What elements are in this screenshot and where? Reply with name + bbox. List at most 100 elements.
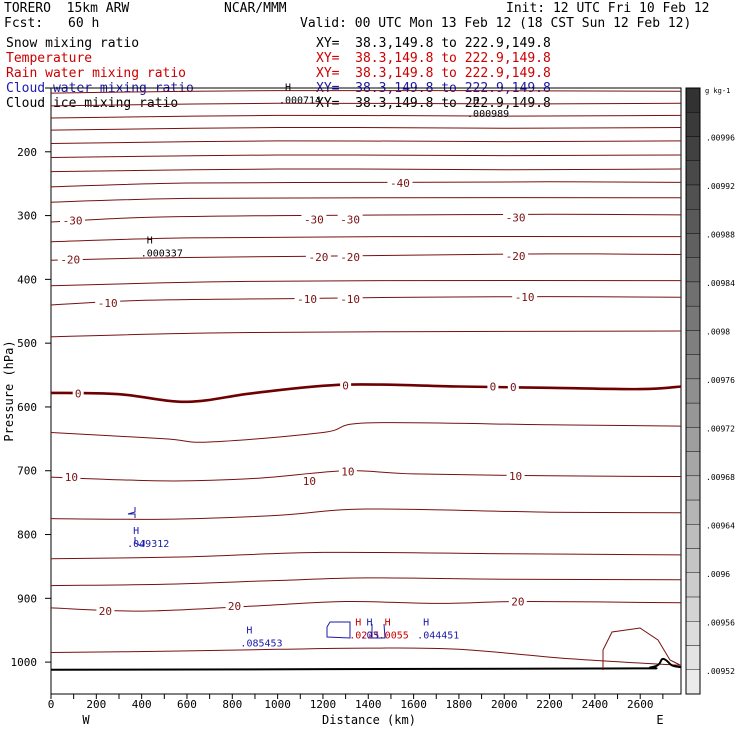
legend-field-name: Cloud ice mixing ratio bbox=[6, 96, 179, 111]
colorbar-segment bbox=[685, 427, 701, 452]
high-marker: H bbox=[246, 625, 252, 636]
colorbar-segment bbox=[685, 596, 701, 622]
x-tick-label: 1200 bbox=[310, 698, 337, 711]
colorbar-segment bbox=[685, 402, 701, 428]
contour-label-bg bbox=[506, 469, 525, 482]
y-tick-label: 900 bbox=[17, 592, 37, 605]
temperature-contour bbox=[50, 508, 682, 520]
contour-label-bg bbox=[57, 253, 83, 266]
temperature-label: 10 bbox=[65, 471, 78, 484]
temperature-contour bbox=[50, 102, 682, 107]
temperature-label: -10 bbox=[340, 293, 360, 306]
temperature-contour bbox=[50, 236, 682, 243]
y-tick-label: 200 bbox=[17, 146, 37, 159]
colorbar-segment bbox=[685, 499, 701, 525]
high-marker: H bbox=[133, 526, 139, 537]
forecast-label: Fcst: bbox=[4, 16, 44, 31]
legend-field-name: Temperature bbox=[6, 51, 93, 66]
temperature-contour bbox=[50, 140, 682, 144]
colorbar-segment bbox=[685, 548, 701, 573]
x-tick-label: 200 bbox=[86, 698, 106, 711]
contour-label-bg bbox=[337, 293, 363, 306]
colorbar-segment bbox=[685, 669, 701, 695]
temperature-label: -20 bbox=[340, 251, 360, 264]
west-end-label: W bbox=[82, 713, 90, 727]
extremum-value: .000989 bbox=[467, 109, 509, 120]
contour-label-bg bbox=[300, 474, 319, 487]
high-marker: H bbox=[367, 618, 373, 629]
high-marker: H bbox=[423, 618, 429, 629]
colorbar-label: .00984 bbox=[706, 279, 735, 288]
temperature-label: -40 bbox=[390, 177, 410, 190]
extremum-value: .049312 bbox=[127, 539, 169, 550]
colorbar-label: .00972 bbox=[706, 424, 735, 433]
temperature-label: 0 bbox=[75, 388, 82, 401]
legend-field-name: Snow mixing ratio bbox=[6, 36, 140, 51]
temperature-contour bbox=[50, 470, 682, 482]
extremum-value: .085453 bbox=[240, 638, 282, 649]
forecast-hour: 60 h bbox=[68, 16, 100, 31]
x-tick-label: 2000 bbox=[491, 698, 518, 711]
legend-field-name: Rain water mixing ratio bbox=[6, 66, 187, 81]
extremum-value: .0055 bbox=[379, 631, 409, 642]
y-axis-label: Pressure (hPa) bbox=[2, 340, 16, 441]
temperature-label: 0 bbox=[342, 379, 349, 392]
x-tick-label: 1800 bbox=[446, 698, 473, 711]
colorbar-segment bbox=[685, 354, 701, 380]
temperature-label: 20 bbox=[511, 596, 524, 609]
colorbar-label: .00964 bbox=[706, 521, 735, 530]
high-marker: H bbox=[385, 618, 391, 629]
contour-label-bg bbox=[337, 251, 363, 264]
model-title: TORERO 15km ARW bbox=[4, 1, 130, 16]
temperature-contour bbox=[50, 422, 682, 443]
extremum-value: .000714 bbox=[279, 95, 321, 106]
extremum-value: .03 bbox=[361, 631, 379, 642]
temperature-contour bbox=[50, 577, 682, 587]
contour-label-bg bbox=[337, 213, 363, 226]
high-marker: H bbox=[473, 96, 479, 107]
contour-label-bg bbox=[503, 249, 529, 262]
x-tick-label: 1600 bbox=[400, 698, 427, 711]
colorbar-segment bbox=[685, 330, 701, 355]
extremum-value: .044451 bbox=[417, 631, 459, 642]
contour-label-bg bbox=[487, 380, 499, 393]
colorbar-label: .0096 bbox=[706, 570, 730, 579]
cloud-water-contour bbox=[326, 621, 351, 639]
colorbar-label: .00956 bbox=[706, 618, 735, 627]
x-tick-label: 2600 bbox=[627, 698, 654, 711]
y-tick-label: 1000 bbox=[11, 656, 38, 669]
x-tick-label: 1000 bbox=[264, 698, 291, 711]
y-tick-label: 800 bbox=[17, 529, 37, 542]
colorbar-unit: g kg-1 bbox=[705, 87, 730, 95]
x-tick-label: 800 bbox=[222, 698, 242, 711]
contour-label-bg bbox=[95, 296, 121, 309]
colorbar-segment bbox=[685, 305, 701, 331]
temperature-label: 10 bbox=[509, 470, 522, 483]
temperature-label: -20 bbox=[308, 251, 328, 264]
colorbar-segment bbox=[685, 281, 701, 307]
temperature-label: 0 bbox=[490, 381, 497, 394]
colorbar-label: .00996 bbox=[706, 133, 735, 142]
terrain-line bbox=[50, 657, 682, 671]
colorbar-segment bbox=[685, 257, 701, 283]
temperature-contour bbox=[50, 330, 682, 338]
colorbar-label: .00952 bbox=[706, 667, 735, 676]
colorbar-segment bbox=[685, 233, 701, 258]
contour-label-bg bbox=[301, 213, 327, 226]
contour-label-bg bbox=[305, 251, 331, 264]
contour-label-bg bbox=[507, 381, 519, 394]
high-marker: H bbox=[285, 82, 291, 93]
temperature-contour bbox=[50, 126, 682, 131]
temperature-contour bbox=[50, 181, 682, 188]
x-tick-label: 400 bbox=[132, 698, 152, 711]
temperature-contour bbox=[50, 600, 682, 612]
temperature-contour bbox=[50, 296, 682, 306]
colorbar-segment bbox=[685, 160, 701, 186]
temperature-contour bbox=[50, 647, 682, 666]
contour-label-bg bbox=[340, 379, 352, 392]
y-tick-label: 300 bbox=[17, 210, 37, 223]
y-tick-label: 500 bbox=[17, 337, 37, 350]
colorbar-segment bbox=[685, 184, 701, 210]
colorbar-segment bbox=[685, 621, 701, 646]
